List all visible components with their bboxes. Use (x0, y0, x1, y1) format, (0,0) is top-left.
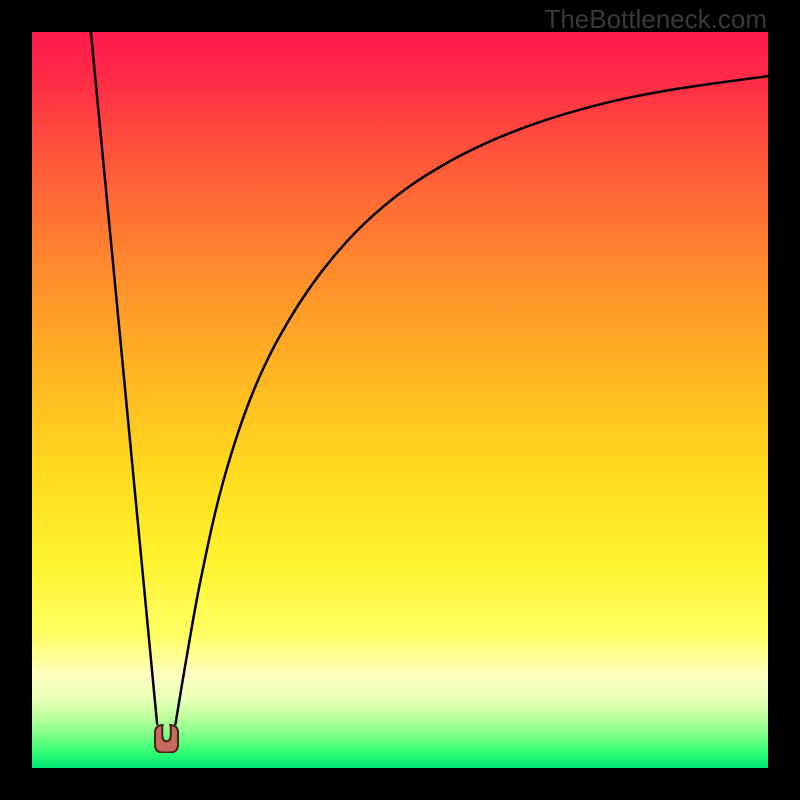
valley-marker-shape (154, 724, 179, 753)
curve-left-branch (91, 32, 157, 724)
watermark-text: TheBottleneck.com (544, 4, 767, 35)
valley-marker (154, 724, 179, 753)
chart-frame: TheBottleneck.com (0, 0, 800, 800)
curve-right-branch (176, 76, 768, 724)
curve-overlay (0, 0, 800, 800)
